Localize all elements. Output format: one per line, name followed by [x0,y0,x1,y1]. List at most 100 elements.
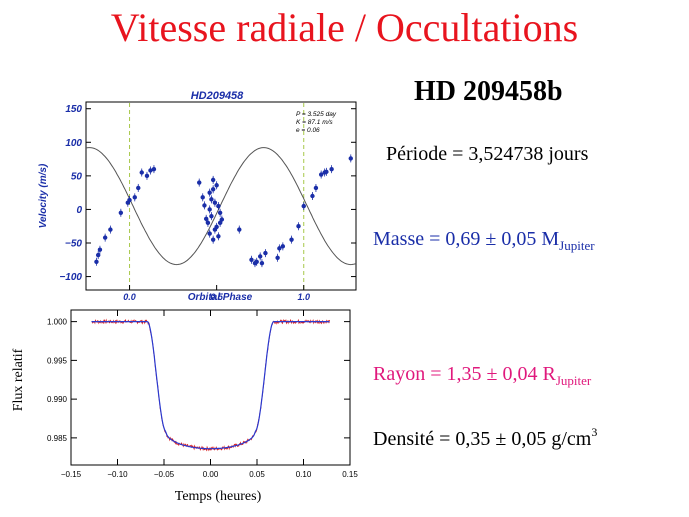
rv-point [210,177,216,183]
densite-stat: Densité = 0,35 ± 0,05 g/cm3 [373,425,597,451]
rv-point [95,252,101,258]
rv-point [144,173,150,179]
rv-model-curve [85,147,357,266]
rv-point [348,156,353,161]
rv-point [217,220,223,226]
periode-stat: Période = 3,524738 jours [386,143,588,166]
lc-plot-frame [70,309,351,466]
rv-point [263,250,268,256]
rv-point [139,170,144,175]
rv-point [217,210,223,215]
rv-point [200,195,205,200]
rv-y-axis-label: Velocity (m/s) [38,163,49,228]
rv-y-tick-label: 150 [65,104,82,115]
rv-x-ticks: 0.0 0.5 1.0 [123,285,310,302]
lc-x-tick-label: 0.00 [203,470,219,479]
rv-point [210,187,216,192]
rv-point [259,260,265,266]
rv-x-tick-label: 1.0 [297,292,310,302]
rv-point [148,168,153,173]
rv-point [318,172,324,177]
rv-point [209,213,214,219]
rv-point [329,166,334,172]
lc-observed-flux [91,318,330,452]
rv-data-points [94,154,353,268]
lc-y-ticks: 1.000 0.995 0.990 0.985 [47,318,350,443]
rv-point [205,220,211,226]
rv-point [97,247,103,252]
rayon-text: Rayon = 1,35 ± 0,04 R [373,363,556,385]
rv-point [324,169,329,175]
lc-x-tick-label: −0.10 [107,470,128,479]
rv-point [197,180,202,185]
rv-phase-markers [129,103,305,289]
rv-point [301,203,306,209]
masse-stat: Masse = 0,69 ± 0,05 MJupiter [373,228,595,254]
lc-x-tick-label: 0.15 [342,470,358,479]
lc-x-tick-label: 0.10 [296,470,312,479]
rv-point [94,259,99,264]
rv-x-tick-label: 0.0 [123,292,136,302]
lc-y-tick-label: 1.000 [47,318,68,327]
rv-chart-title: HD209458 [191,90,244,102]
rv-y-tick-label: 100 [65,138,82,149]
rv-legend-k: K = 87.1 m/s [296,119,333,126]
lc-x-tick-label: −0.05 [154,470,175,479]
rv-y-tick-label: −50 [65,239,82,250]
rayon-stat: Rayon = 1,35 ± 0,04 RJupiter [373,363,591,389]
rv-x-tick-label: 0.5 [210,292,224,302]
rv-point [136,185,141,191]
rv-point [280,244,286,249]
lc-x-tick-label: 0.05 [249,470,265,479]
rv-point [207,207,212,212]
rv-point [237,227,242,232]
rv-point [219,217,225,222]
lc-x-ticks: −0.15 −0.10 −0.05 0.00 0.05 0.10 0.15 [61,310,358,479]
rv-point [203,216,209,222]
lc-x-tick-label: −0.15 [61,470,82,479]
rv-point [289,237,294,242]
rv-y-tick-label: 0 [76,205,82,216]
rv-point [249,257,254,262]
masse-text: Masse = 0,69 ± 0,05 M [373,228,560,250]
densite-superscript: 3 [591,425,598,439]
rv-point [214,183,219,188]
rv-y-ticks: 150 100 50 0 −50 −100 [59,104,356,283]
planet-name: HD 209458b [414,76,563,107]
rv-point [296,224,301,229]
rv-point [209,197,214,202]
rv-point [212,200,218,205]
lc-y-axis-label: Flux relatif [11,348,26,411]
rv-point [207,231,212,236]
rv-legend-e: e = 0.06 [296,127,320,134]
rv-point [214,224,219,230]
periode-text: Période = 3,524738 jours [386,143,589,165]
rv-point [151,166,157,172]
lc-x-axis-label: Temps (heures) [175,489,262,504]
rv-point [132,195,137,200]
rv-point [202,203,207,208]
rv-point [313,185,319,191]
rv-point [118,210,124,215]
lc-y-tick-label: 0.985 [47,434,68,443]
rv-point [275,255,280,260]
rv-point [108,227,113,232]
rv-point [207,190,212,195]
densite-text: Densité = 0,35 ± 0,05 g/cm [373,428,592,450]
lc-y-tick-label: 0.990 [47,395,68,404]
lc-y-tick-label: 0.995 [47,356,68,365]
rv-x-axis-label: Orbital Phase [188,292,253,303]
transit-light-curve-chart: 1.000 0.995 0.990 0.985 −0.15 −0.10 −0.05 0.00… [11,309,358,504]
lc-observed-series [91,318,330,452]
rv-y-tick-label: −100 [59,272,82,283]
radial-velocity-chart: HD209458 150 100 50 0 −50 −100 0.0 0.5 1.0 Orbi… [38,90,357,303]
rv-legend: P = 3.525 day K = 87.1 m/s e = 0.06 [296,111,337,134]
rv-point [254,259,259,264]
rayon-subscript: Jupiter [555,373,592,388]
rv-y-tick-label: 50 [71,171,83,182]
rv-point [216,203,221,209]
masse-subscript: Jupiter [559,238,595,253]
rv-point [210,237,216,242]
rv-point [216,234,221,239]
